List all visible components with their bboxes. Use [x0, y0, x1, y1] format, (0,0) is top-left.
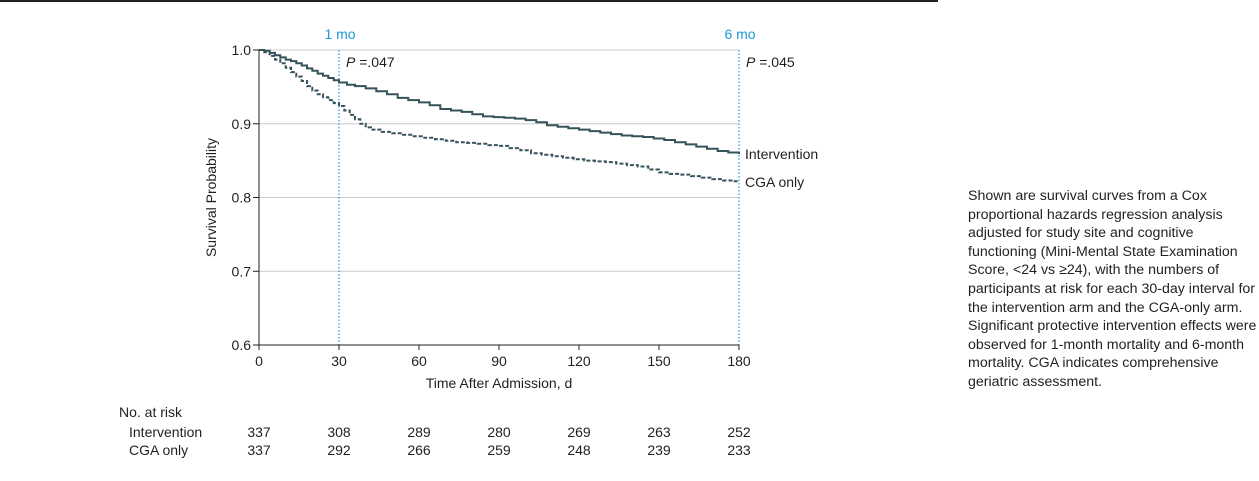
risk-table-title: No. at risk	[119, 404, 183, 420]
survival-curve-intervention	[259, 49, 740, 154]
risk-value: 292	[327, 442, 351, 458]
risk-value: 248	[567, 442, 591, 458]
series-label: CGA only	[745, 174, 804, 190]
x-tick-label: 60	[411, 353, 427, 369]
risk-value: 269	[567, 424, 591, 440]
marker-label: 6 mo	[724, 26, 755, 42]
y-tick-label: 0.6	[232, 337, 252, 353]
risk-value: 337	[247, 424, 271, 440]
y-tick-label: 1.0	[232, 42, 252, 58]
x-tick-label: 180	[727, 353, 751, 369]
survival-curves	[259, 49, 740, 183]
risk-value: 289	[407, 424, 431, 440]
x-tick-label: 90	[491, 353, 507, 369]
p-symbol: P	[746, 54, 756, 70]
axes: 0.6 0.7 0.8 0.9 1.0 0 30 60 90 120 150 180 Time Afte…	[203, 42, 751, 391]
time-markers: 1 mo P =.047 6 mo P =.045	[324, 26, 795, 345]
y-axis-title: Survival Probability	[203, 138, 219, 257]
survival-curve-cga-only	[259, 49, 740, 183]
risk-row-label: CGA only	[129, 442, 188, 458]
risk-value: 233	[727, 442, 751, 458]
x-tick-label: 120	[567, 353, 591, 369]
p-value-label: P =.045	[746, 54, 795, 70]
risk-value: 263	[647, 424, 671, 440]
risk-value: 266	[407, 442, 431, 458]
risk-value: 259	[487, 442, 511, 458]
risk-value: 239	[647, 442, 671, 458]
risk-value: 280	[487, 424, 511, 440]
series-label: Intervention	[745, 146, 818, 162]
risk-value: 252	[727, 424, 751, 440]
x-tick-label: 30	[331, 353, 347, 369]
y-tick-label: 0.8	[232, 190, 252, 206]
gridlines	[259, 49, 739, 272]
risk-row-label: Intervention	[129, 424, 202, 440]
p-value: =.047	[355, 54, 395, 70]
figure-caption: Shown are survival curves from a Cox pro…	[968, 188, 1257, 390]
top-rule	[0, 0, 938, 2]
risk-value: 308	[327, 424, 351, 440]
risk-value: 337	[247, 442, 271, 458]
marker-label: 1 mo	[324, 26, 355, 42]
risk-table: No. at risk Intervention 337 308 289 280 269 26…	[119, 404, 751, 458]
p-value-label: P =.047	[346, 54, 395, 70]
curve-labels: Intervention CGA only	[745, 146, 818, 190]
p-value: =.045	[755, 54, 795, 70]
x-tick-label: 0	[255, 353, 263, 369]
x-tick-label: 150	[647, 353, 671, 369]
x-axis-title: Time After Admission, d	[426, 375, 573, 391]
y-tick-label: 0.9	[232, 116, 252, 132]
p-symbol: P	[346, 54, 356, 70]
survival-chart: 1 mo P =.047 6 mo P =.045 0.6 0.7 0.8 0.9 1.0 0 3…	[119, 26, 818, 458]
y-tick-label: 0.7	[232, 263, 252, 279]
